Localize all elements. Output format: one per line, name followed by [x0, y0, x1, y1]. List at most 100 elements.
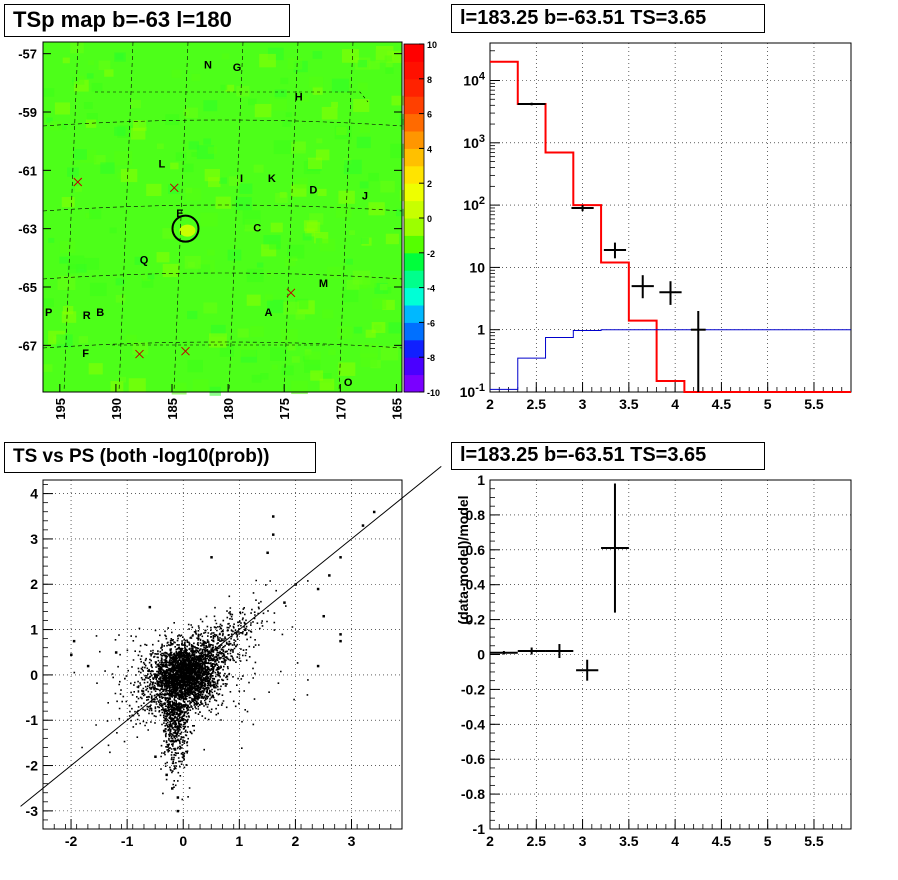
- map-x-tick-label: 180: [221, 398, 236, 420]
- map-pixel-patch: [380, 346, 399, 361]
- y-tick-label: 1: [30, 622, 38, 638]
- colorbar-tick-label: -6: [427, 318, 435, 328]
- map-pixel-patch: [270, 222, 283, 233]
- map-pixel-patch: [191, 73, 201, 82]
- map-pixel-patch: [335, 205, 352, 218]
- scatter-outlier-point: [171, 787, 174, 790]
- map-x-tick-label: 195: [53, 398, 68, 420]
- map-y-tick-label: -65: [18, 280, 37, 295]
- map-pixel-patch: [183, 110, 190, 116]
- map-pixel-patch: [130, 127, 146, 140]
- scatter-outlier-point: [372, 510, 376, 514]
- map-pixel-patch: [387, 275, 403, 288]
- map-pixel-patch: [73, 75, 85, 85]
- scatter-outlier-point: [339, 556, 342, 559]
- map-pixel-patch: [156, 143, 164, 149]
- colorbar-segment: [404, 131, 424, 149]
- colorbar-segment: [404, 322, 424, 341]
- map-pixel-patch: [85, 213, 92, 219]
- map-pixel-patch: [128, 378, 146, 392]
- colorbar-segment: [404, 287, 424, 306]
- map-source-label: P: [45, 307, 52, 319]
- map-source-label: C: [253, 223, 261, 235]
- map-pixel-patch: [295, 298, 309, 310]
- map-pixel-patch: [54, 102, 70, 115]
- map-pixel-patch: [239, 343, 257, 357]
- map-pixel-patch: [321, 106, 338, 120]
- map-pixel-patch: [61, 197, 75, 208]
- map-source-label: G: [233, 62, 242, 74]
- x-tick-label: 4.5: [712, 833, 732, 849]
- x-tick-label: 4: [671, 833, 679, 849]
- colorbar-segment: [404, 305, 424, 323]
- scatter-outlier-point: [86, 664, 90, 668]
- map-pixel-patch: [219, 345, 234, 357]
- map-pixel-patch: [284, 257, 296, 267]
- map-pixel-patch: [280, 329, 298, 343]
- map-pixel-patch: [372, 298, 387, 310]
- residual-y-axis-label: (data-model)/model: [455, 495, 471, 624]
- map-pixel-patch: [130, 99, 142, 109]
- map-pixel-patch: [353, 326, 363, 334]
- scatter-outlier-point: [176, 796, 180, 799]
- map-pixel-patch: [209, 333, 227, 348]
- map-pixel-patch: [62, 57, 70, 64]
- x-tick-label: 2: [486, 396, 494, 412]
- x-tick-label: 2.5: [527, 396, 547, 412]
- map-pixel-patch: [142, 274, 151, 282]
- spectrum-panel: 2 2.5 3 3.5 4 4.5 5 5.5 10-1 1 10 102 103 104: [460, 42, 852, 412]
- map-pixel-patch: [62, 305, 74, 315]
- colorbar-segment: [404, 165, 424, 184]
- map-pixel-patch: [115, 295, 126, 303]
- map-pixel-patch: [156, 252, 170, 263]
- y-tick-label: 10-1: [460, 382, 485, 400]
- scatter-outlier-point: [339, 639, 342, 643]
- x-tick-label: 5: [764, 833, 772, 849]
- y-tick-label: 104: [463, 71, 486, 89]
- map-pixel-patch: [134, 256, 145, 265]
- colorbar-segment: [404, 218, 424, 236]
- map-grid-longitude: [283, 41, 299, 393]
- map-pixel-patch: [219, 177, 227, 184]
- map-pixel-patch: [207, 249, 215, 256]
- map-grid-latitude: [42, 341, 403, 349]
- x-tick-label: 5.5: [804, 396, 824, 412]
- map-pixel-patch: [359, 181, 369, 189]
- map-pixel-patch: [43, 88, 55, 97]
- map-source-label: J: [362, 191, 368, 203]
- scatter-outlier-point: [148, 605, 152, 609]
- y-tick-label: 10: [469, 259, 485, 275]
- map-pixel-patch: [291, 380, 308, 395]
- colorbar-tick-label: 6: [427, 110, 432, 120]
- map-source-label: H: [295, 91, 303, 103]
- map-pixel-patch: [246, 294, 261, 306]
- map-pixel-patch: [334, 125, 352, 140]
- map-pixel-patch: [259, 53, 276, 68]
- map-pixel-patch: [281, 365, 294, 376]
- map-pixel-patch: [285, 112, 292, 118]
- map-pixel-patch: [115, 53, 124, 60]
- map-pixel-patch: [171, 382, 187, 395]
- map-pixel-patch: [235, 197, 252, 211]
- map-pixel-patch: [294, 141, 306, 151]
- map-pixel-patch: [362, 276, 377, 288]
- x-tick-label: 3: [579, 396, 587, 412]
- map-x-tick-label: 190: [109, 398, 124, 420]
- map-pixel-patch: [385, 67, 394, 74]
- map-pixel-patch: [379, 283, 388, 291]
- map-pixel-patch: [100, 162, 115, 174]
- map-pixel-patch: [304, 359, 321, 373]
- map-pixel-patch: [185, 188, 202, 201]
- map-pixel-patch: [260, 373, 269, 380]
- x-tick-label: 3: [348, 833, 356, 849]
- map-pixel-patch: [242, 210, 261, 225]
- map-grid-latitude: [42, 272, 403, 280]
- map-pixel-patch: [78, 336, 89, 344]
- map-x-tick-label: 165: [389, 398, 404, 420]
- map-pixel-patch: [93, 155, 106, 165]
- map-pixel-patch: [356, 136, 371, 149]
- map-pixel-patch: [274, 89, 287, 99]
- map-pixel-patch: [184, 107, 198, 119]
- scatter-outlier-point: [243, 628, 247, 632]
